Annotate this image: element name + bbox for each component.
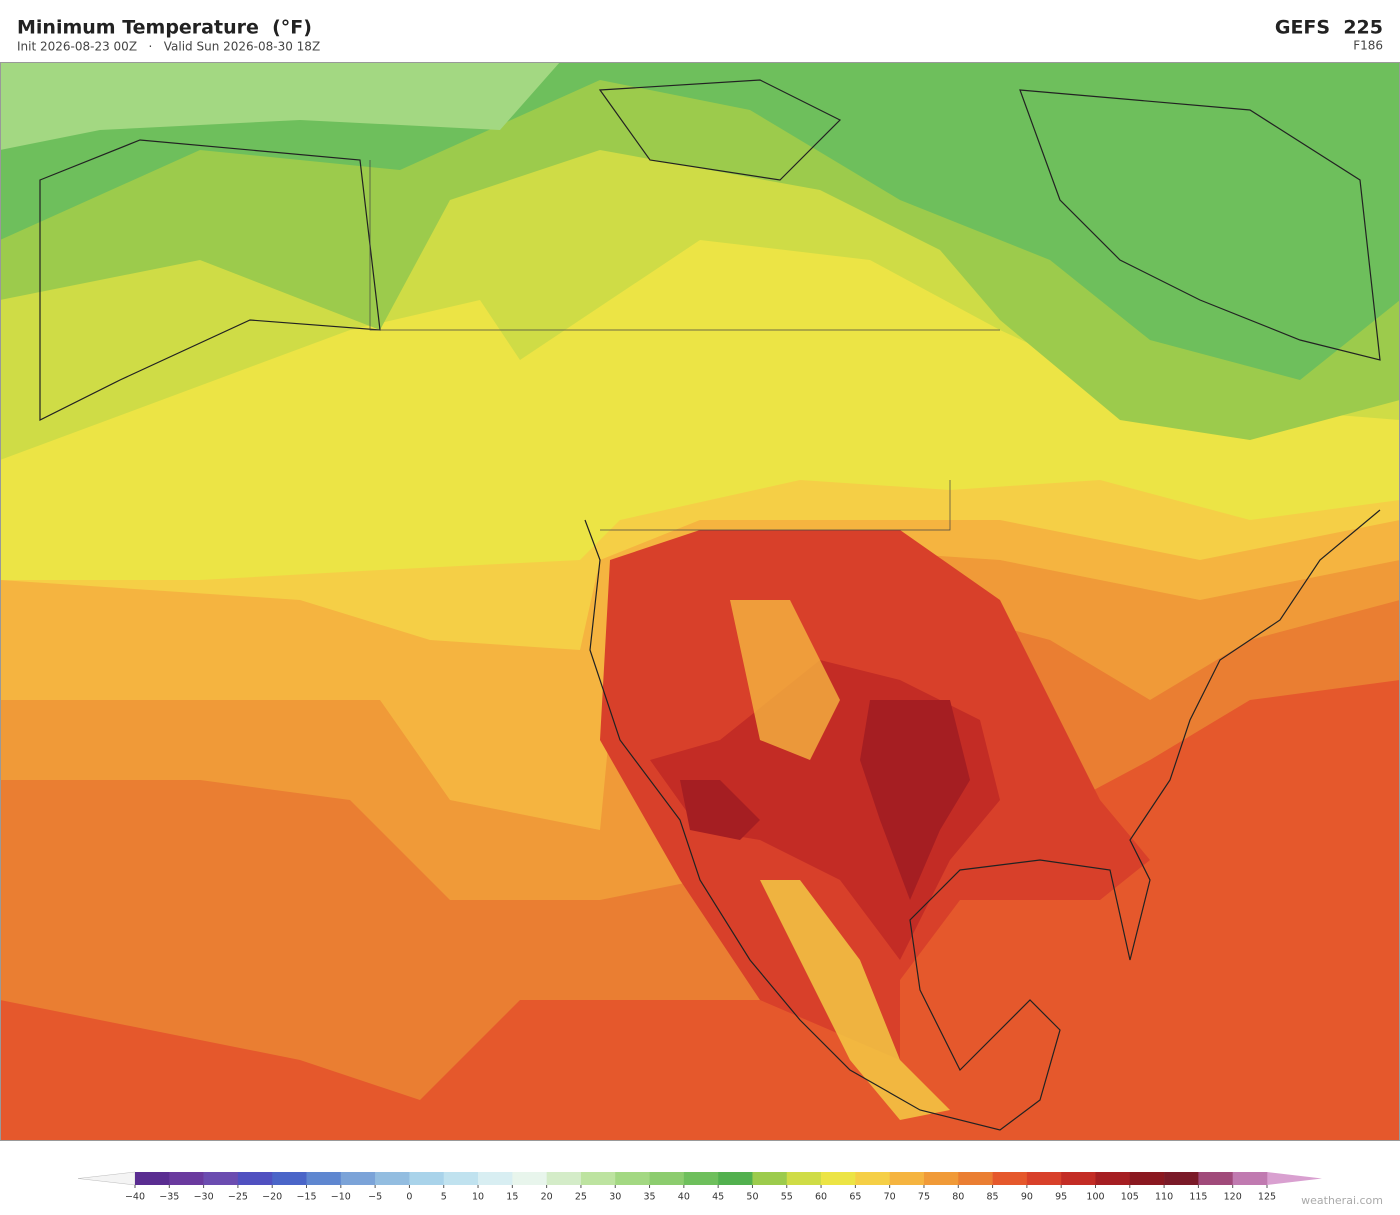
colorbar-segment [272, 1172, 307, 1185]
colorbar-tick-label: 75 [918, 1192, 930, 1203]
colorbar-segment [512, 1172, 547, 1185]
colorbar-tick-label: 125 [1258, 1192, 1276, 1203]
colorbar-tick-label: 35 [643, 1192, 655, 1203]
colorbar-tick-label: 50 [746, 1192, 758, 1203]
colorbar-tick-label: 5 [441, 1192, 447, 1203]
field [680, 780, 760, 840]
colorbar-tick-label: −30 [194, 1192, 214, 1203]
colorbar-tick-label: 70 [884, 1192, 896, 1203]
colorbar-segment [409, 1172, 445, 1185]
colorbar-tick-label: 15 [506, 1192, 518, 1203]
colorbar-segment [306, 1172, 342, 1185]
model-name: GEFS 225 [1275, 17, 1383, 39]
colorbar-segment [169, 1172, 204, 1185]
subtitle: Init 2026-08-23 00Z · Valid Sun 2026-08-… [17, 40, 320, 54]
colorbar-segment [1129, 1172, 1165, 1185]
colorbar-under [77, 1171, 136, 1186]
colorbar-segment [889, 1172, 925, 1185]
field [0, 62, 560, 150]
colorbar-segment [1026, 1172, 1062, 1185]
colorbar-tick-label: 10 [472, 1192, 484, 1203]
colorbar-segment [1198, 1172, 1233, 1185]
colorbar-tick-label: 60 [815, 1192, 827, 1203]
colorbar-segment [1095, 1172, 1131, 1185]
colorbar-tick-label: 80 [952, 1192, 964, 1203]
map [0, 62, 1400, 1141]
colorbar-segment [718, 1172, 753, 1185]
colorbar-segment [786, 1172, 822, 1185]
colorbar-tick-label: 25 [575, 1192, 587, 1203]
colorbar: −40 −35 −30 −25 −20 −15 −10 −5 0 5 10 15 20 25 30 35 40 4… [77, 1171, 1322, 1203]
colorbar-tick-label: 40 [678, 1192, 690, 1203]
field [0, 62, 1400, 380]
watermark: weatherai.com [1301, 1194, 1383, 1207]
field [760, 880, 950, 1120]
colorbar-segment [649, 1172, 685, 1185]
colorbar-tick-label: 55 [781, 1192, 793, 1203]
colorbar-segment [1061, 1172, 1096, 1185]
colorbar-tick-label: 65 [849, 1192, 861, 1203]
colorbar-segment [375, 1172, 410, 1185]
border [369, 160, 1000, 531]
colorbar-tick-label: 110 [1155, 1192, 1173, 1203]
colorbar-segment [1232, 1172, 1268, 1185]
colorbar-tick-label: −10 [331, 1192, 351, 1203]
colorbar-segment [821, 1172, 856, 1185]
colorbar-segment [615, 1172, 650, 1185]
field [860, 700, 970, 900]
colorbar-segment [992, 1172, 1028, 1185]
colorbar-tick-label: 100 [1086, 1192, 1104, 1203]
title: Minimum Temperature (°F) [17, 17, 312, 39]
colorbar-tick-label: −15 [296, 1192, 316, 1203]
colorbar-tick-label: 120 [1224, 1192, 1242, 1203]
colorbar-tick-label: −35 [159, 1192, 179, 1203]
coastline [39, 79, 1381, 421]
colorbar-segment [580, 1172, 616, 1185]
colorbar-segment [478, 1172, 513, 1185]
colorbar-segment [546, 1172, 582, 1185]
colorbar-tick-label: 95 [1055, 1192, 1067, 1203]
colorbar-segment [958, 1172, 993, 1185]
colorbar-tick-label: 115 [1189, 1192, 1207, 1203]
colorbar-tick-label: −5 [368, 1192, 382, 1203]
field [730, 600, 840, 760]
colorbar-tick-label: 105 [1121, 1192, 1139, 1203]
forecast-hour: F186 [1353, 39, 1383, 53]
colorbar-segment [855, 1172, 890, 1185]
colorbar-tick-label: 0 [406, 1192, 412, 1203]
colorbar-segment [683, 1172, 719, 1185]
colorbar-segment [135, 1172, 170, 1185]
colorbar-tick-label: 45 [712, 1192, 724, 1203]
colorbar-tick-label: 90 [1021, 1192, 1033, 1203]
colorbar-segment [443, 1172, 479, 1185]
colorbar-segment [237, 1172, 273, 1185]
colorbar-over [1267, 1172, 1322, 1185]
colorbar-tick-label: 30 [609, 1192, 621, 1203]
colorbar-tick-label: −25 [228, 1192, 248, 1203]
coastline [584, 509, 1381, 1131]
colorbar-tick-label: 85 [987, 1192, 999, 1203]
colorbar-segment [340, 1172, 376, 1185]
colorbar-segment [1164, 1172, 1199, 1185]
colorbar-segment [203, 1172, 239, 1185]
colorbar-segment [923, 1172, 959, 1185]
colorbar-tick-label: −40 [125, 1192, 145, 1203]
colorbar-tick-label: 20 [541, 1192, 553, 1203]
colorbar-segment [752, 1172, 788, 1185]
colorbar-tick-label: −20 [262, 1192, 282, 1203]
